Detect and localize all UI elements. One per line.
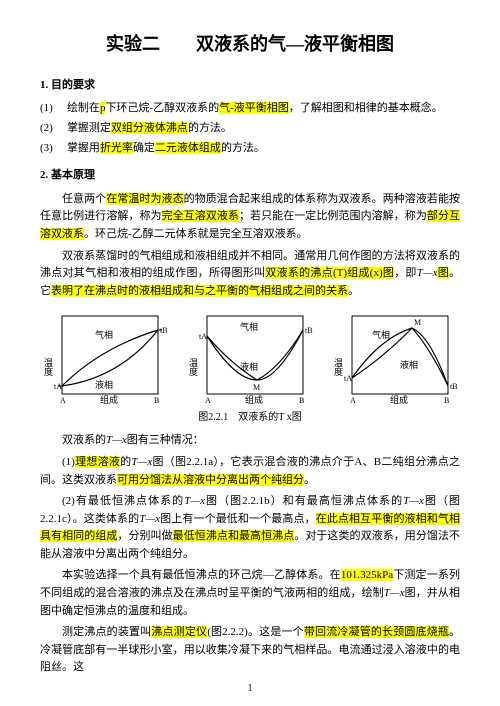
svg-text:A: A bbox=[60, 396, 66, 405]
req2-hl: 双组分液体沸点 bbox=[111, 122, 188, 134]
p1-hl2: 完全互溶双液系 bbox=[162, 210, 239, 222]
svg-text:M: M bbox=[414, 318, 421, 327]
section-1-head: 1. 目的要求 bbox=[40, 77, 460, 95]
svg-text:M: M bbox=[253, 383, 260, 392]
svg-text:温度: 温度 bbox=[188, 358, 198, 377]
svg-text:液相: 液相 bbox=[400, 359, 418, 370]
svg-text:tA: tA bbox=[344, 374, 352, 383]
svg-text:tB: tB bbox=[450, 382, 458, 391]
p1-a: 任意两个 bbox=[62, 193, 106, 205]
svg-text:气相: 气相 bbox=[372, 329, 390, 340]
req3-text-c: 的方法。 bbox=[221, 142, 265, 154]
phase-diagrams-row: 温度 tA tB 气相 液相 A 组成 B 温度 tA tB 气相 M 液相 A… bbox=[40, 308, 460, 408]
p5-hl2: 最低恒沸点和最高恒沸点 bbox=[173, 530, 295, 542]
p4-a: (1) bbox=[62, 456, 75, 468]
svg-text:A: A bbox=[350, 396, 356, 405]
p5-i2: T—x bbox=[403, 495, 424, 507]
p3-a: 双液系的 bbox=[62, 434, 106, 446]
requirement-3: (3) 掌握用折光率确定二元液体组成的方法。 bbox=[40, 140, 460, 158]
p5-e: ，分别叫做 bbox=[117, 530, 172, 542]
p7-b: (图2.2.2)。这是一个 bbox=[207, 626, 304, 638]
svg-text:温度: 温度 bbox=[333, 358, 343, 377]
p5-i1: T—x bbox=[184, 495, 205, 507]
p6-hl1: 101.325kPa bbox=[341, 569, 393, 581]
req2-num: (2) bbox=[40, 120, 64, 138]
p7-hl2: 带回流冷凝管的长颈圆底烧瓶 bbox=[304, 626, 449, 638]
p4-b: 的 bbox=[120, 456, 131, 468]
p2-hl2: 图 bbox=[437, 267, 449, 279]
diagram-b: 温度 tA tB 气相 M 液相 A 组成 B bbox=[185, 308, 315, 408]
p2-b: ，即 bbox=[394, 267, 417, 279]
svg-text:液相: 液相 bbox=[240, 361, 258, 372]
p3-b: 图有三种情况： bbox=[127, 434, 204, 446]
para-6: 本实验选择一个具有最低恒沸点的环己烷—乙醇体系。在101.325kPa下测定一系… bbox=[40, 567, 460, 620]
svg-text:tB: tB bbox=[160, 326, 168, 335]
p4-hl2: 可用分馏法从溶液中分离出两个纯组分 bbox=[117, 474, 304, 486]
para-4: (1)理想溶液的T—x图（图2.2.1a），它表示混合液的沸点介于A、B二纯组分… bbox=[40, 454, 460, 489]
svg-text:气相: 气相 bbox=[95, 329, 113, 340]
req1-text-a: 绘制在 bbox=[67, 102, 100, 114]
p2-d: 。 bbox=[348, 285, 359, 297]
req1-num: (1) bbox=[40, 100, 64, 118]
p1-c: ；若只能在一定比例范围内溶解，称为 bbox=[239, 210, 427, 222]
principle-para-2: 双液系蒸馏时的气相组成和液相组成并不相同。通常用几何作图的方法将双液系的沸点对其… bbox=[40, 248, 460, 301]
svg-text:tB: tB bbox=[305, 326, 313, 335]
svg-text:B: B bbox=[154, 396, 159, 405]
svg-text:气相: 气相 bbox=[240, 321, 258, 332]
section-2-head: 2. 基本原理 bbox=[40, 167, 460, 185]
req3-hl2: 二元液体组成 bbox=[155, 142, 221, 154]
req1-text-c: 下环己烷-乙醇双液系的 bbox=[105, 102, 219, 114]
p5-a: (2)有最低恒沸点体系的 bbox=[62, 495, 184, 507]
para-5: (2)有最低恒沸点体系的T—x图（图2.2.1b）和有最高恒沸点体系的T—x图（… bbox=[40, 493, 460, 563]
diagram-a: 温度 tA tB 气相 液相 A 组成 B bbox=[40, 308, 170, 408]
p4-i: T—x bbox=[131, 456, 152, 468]
req3-hl1: 折光率 bbox=[100, 142, 133, 154]
principle-para-1: 任意两个在常温时为液态的物质混合起来组成的体系称为双液系。两种溶液若能按任意比例… bbox=[40, 191, 460, 244]
svg-text:A: A bbox=[205, 396, 211, 405]
p3-i: T—x bbox=[106, 434, 127, 446]
svg-text:组成: 组成 bbox=[245, 394, 263, 405]
svg-text:B: B bbox=[299, 396, 304, 405]
page-title: 实验二 双液系的气—液平衡相图 bbox=[40, 30, 460, 59]
p2-hl1: 双液系的沸点(T)组成(x)图 bbox=[265, 267, 394, 279]
svg-text:组成: 组成 bbox=[390, 394, 408, 405]
p5-i3: T—x bbox=[139, 513, 160, 525]
svg-text:tA: tA bbox=[54, 382, 62, 391]
req1-hl: 气-液平衡相图 bbox=[219, 102, 289, 114]
req2-text-a: 掌握测定 bbox=[67, 122, 111, 134]
req2-text-b: 的方法。 bbox=[188, 122, 232, 134]
svg-text:温度: 温度 bbox=[43, 358, 53, 377]
para-7: 测定沸点的装置叫沸点测定仪(图2.2.2)。这是一个带回流冷凝管的长颈圆底烧瓶。… bbox=[40, 624, 460, 677]
p5-b: 图（图2.2.1b）和有最高恒沸点体系的 bbox=[205, 495, 403, 507]
diagram-c: 温度 tA tB 气相 M 液相 A 组成 B bbox=[330, 308, 460, 408]
p1-hl1: 在常温时为液态 bbox=[106, 193, 183, 205]
req3-text-a: 掌握用 bbox=[67, 142, 100, 154]
req1-text-d: ，了解相图和相律的基本概念。 bbox=[289, 102, 443, 114]
figure-caption: 图2.2.1 双液系的T x图 bbox=[40, 410, 460, 426]
req3-text-b: 确定 bbox=[133, 142, 155, 154]
p6-i: T—x bbox=[384, 587, 405, 599]
svg-text:B: B bbox=[444, 396, 449, 405]
svg-text:组成: 组成 bbox=[100, 394, 118, 405]
page-number: 1 bbox=[40, 681, 460, 697]
p2-hl3: 表明了在沸点时的液相组成和与之平衡的气相组成之间的关系 bbox=[51, 285, 348, 297]
svg-text:液相: 液相 bbox=[95, 379, 113, 390]
p1-d: 。环己烷-乙醇二元体系就是完全互溶双液系。 bbox=[84, 228, 308, 240]
req3-num: (3) bbox=[40, 140, 64, 158]
para-3: 双液系的T—x图有三种情况： bbox=[40, 432, 460, 450]
p6-a: 本实验选择一个具有最低恒沸点的环己烷—乙醇体系。在 bbox=[62, 569, 341, 581]
requirement-2: (2) 掌握测定双组分液体沸点的方法。 bbox=[40, 120, 460, 138]
p4-hl: 理想溶液 bbox=[75, 456, 120, 468]
p2-i: T—x bbox=[417, 267, 438, 279]
p4-d: 。 bbox=[304, 474, 315, 486]
p7-a: 测定沸点的装置叫 bbox=[62, 626, 151, 638]
svg-text:tA: tA bbox=[199, 332, 207, 341]
p7-hl1: 沸点测定仪 bbox=[151, 626, 207, 638]
p5-d: 图上有一个最低和一个最高点， bbox=[160, 513, 316, 525]
requirement-1: (1) 绘制在p下环己烷-乙醇双液系的气-液平衡相图，了解相图和相律的基本概念。 bbox=[40, 100, 460, 118]
